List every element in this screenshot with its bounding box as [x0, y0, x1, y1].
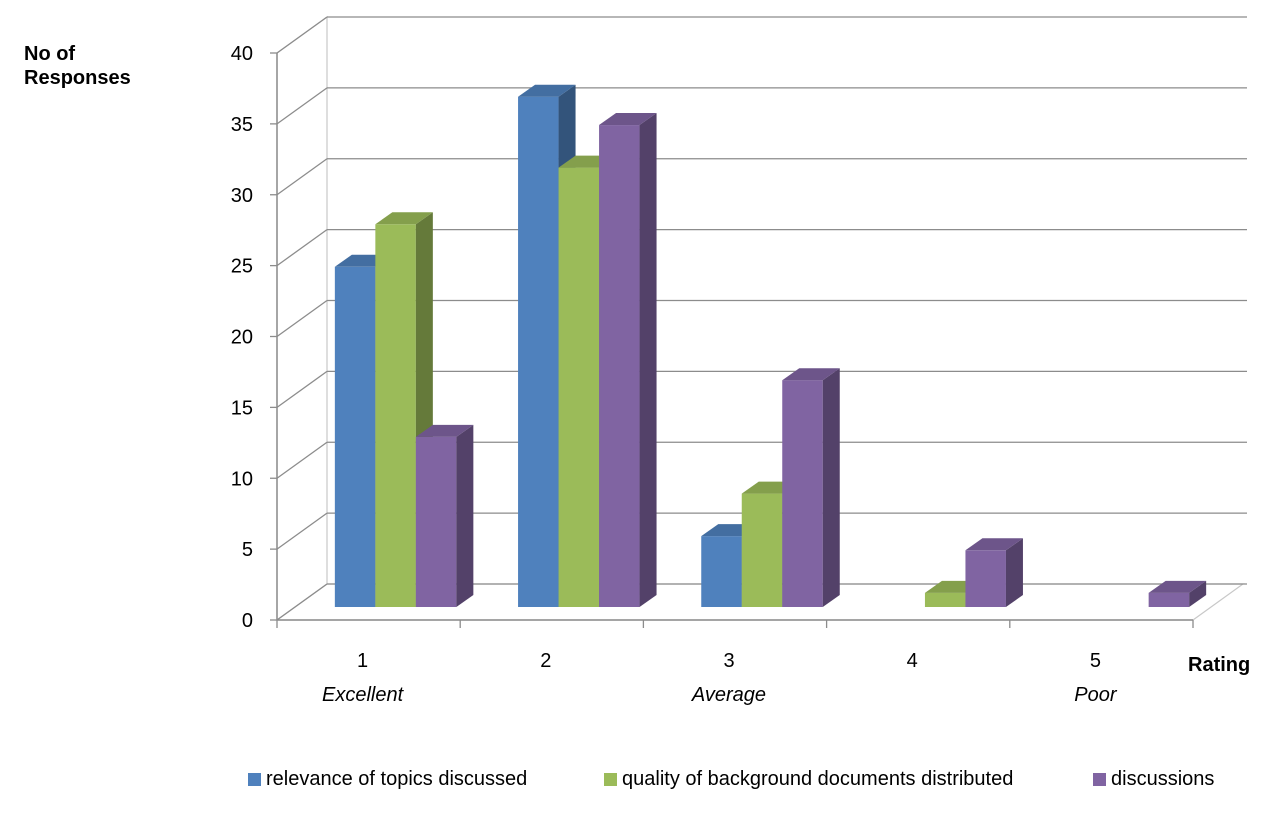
gridline-depth: [276, 229, 328, 267]
gridline-depth: [276, 16, 328, 54]
legend-label-background-documents: quality of background documents distribu…: [622, 768, 1014, 790]
y-tick-label: 25: [231, 256, 253, 278]
x-tick-label: 3: [723, 650, 734, 672]
y-tick-label: 35: [231, 114, 253, 136]
legend-item-relevance: relevance of topics discussed: [248, 764, 527, 794]
bar-side: [456, 424, 474, 607]
bar-front: [924, 592, 966, 607]
bar: [415, 424, 474, 607]
y-tick-label: 10: [231, 468, 253, 490]
bar-top: [782, 368, 840, 381]
bar-front: [558, 167, 600, 607]
x-tick-label: 5: [1090, 650, 1101, 672]
legend-item-background-documents: quality of background documents distribu…: [604, 764, 1013, 794]
bar-front: [518, 96, 559, 607]
y-tick-label: 40: [231, 43, 253, 65]
x-tick-label: 2: [540, 650, 551, 672]
bar: [599, 113, 657, 608]
y-tick-label: 5: [242, 539, 253, 561]
legend-swatch-relevance: [248, 773, 261, 786]
gridline-depth: [276, 370, 328, 408]
bar: [1148, 580, 1207, 607]
bar: [782, 368, 840, 607]
bar-front: [1148, 592, 1190, 607]
y-tick-label: 20: [231, 327, 253, 349]
y-tick-label: 30: [231, 185, 253, 207]
bar-top: [415, 424, 474, 437]
bar-front: [599, 125, 640, 608]
y-axis-title: No of Responses: [24, 43, 131, 89]
legend-label-discussions: discussions: [1111, 768, 1215, 790]
gridline-depth: [276, 583, 328, 621]
bar-front: [334, 266, 376, 607]
y-tick-label: 15: [231, 397, 253, 419]
gridline-depth: [276, 512, 328, 550]
gridline-depth: [276, 441, 328, 479]
bar-top: [599, 113, 657, 126]
x-category-sublabel: Excellent: [322, 684, 405, 706]
gridline-depth: [276, 87, 328, 125]
bar-front: [701, 536, 742, 607]
bar-top: [518, 84, 576, 97]
gridline-depth: [276, 299, 328, 338]
bar: [965, 538, 1023, 607]
bar-front: [415, 436, 457, 607]
bar-front: [375, 224, 416, 607]
y-tick-label: 0: [242, 610, 253, 632]
legend-swatch-background-documents: [604, 773, 617, 786]
x-category-sublabel: Poor: [1074, 684, 1118, 706]
legend-label-relevance: relevance of topics discussed: [266, 768, 528, 790]
bar-front: [741, 493, 783, 607]
gridline-depth: [276, 158, 328, 196]
bar-top: [965, 538, 1023, 551]
x-category-sublabel: Average: [691, 684, 766, 706]
legend-swatch-discussions: [1093, 773, 1106, 786]
bar-top: [1148, 580, 1207, 593]
bar-side: [1005, 538, 1023, 607]
bar-front: [782, 380, 823, 607]
bar-top: [375, 212, 433, 225]
x-axis-title: Rating: [1188, 654, 1251, 676]
x-tick-label: 1: [357, 650, 368, 672]
bar-front: [965, 550, 1006, 607]
legend-item-discussions: discussions: [1093, 764, 1214, 794]
bar-side: [639, 113, 657, 608]
x-tick-label: 4: [907, 650, 918, 672]
bar-side: [822, 368, 840, 607]
bar-side: [1189, 580, 1207, 607]
legend: relevance of topics discussed quality of…: [0, 764, 1264, 794]
